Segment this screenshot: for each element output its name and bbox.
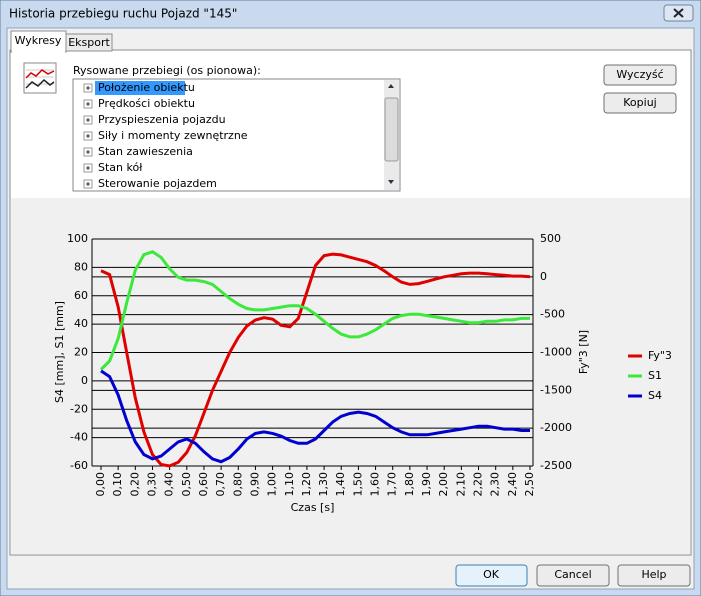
x-tick-label: 1,40	[334, 472, 347, 497]
tree-view	[72, 78, 401, 192]
tab-label: Wykresy	[15, 34, 62, 47]
button-label: Help	[641, 568, 666, 581]
x-tick-label: 1,10	[283, 472, 296, 497]
tree-item: Przyspieszenia pojazdu	[98, 113, 226, 126]
x-tick-label: 1,60	[369, 472, 382, 497]
tree-item: Położenie obiektu	[98, 81, 195, 94]
y2-tick-label: -500	[540, 308, 565, 321]
y2-tick-label: 0	[540, 270, 547, 283]
y2-tick-label: -1000	[540, 346, 572, 359]
y-tick-label: 0	[81, 374, 88, 387]
x-tick-label: 1,20	[300, 472, 313, 497]
button[interactable]	[603, 92, 677, 114]
tab-label: Eksport	[68, 36, 110, 49]
chart: -60 -40 -20 0 20 40 60 80 100 -2500 -2000 -1500 -100…	[53, 232, 672, 514]
x-tick-label: 0,80	[231, 472, 244, 497]
y2-tick-label: -2000	[540, 421, 572, 434]
close-icon	[673, 8, 684, 18]
x-tick-label: 1,00	[266, 472, 279, 497]
y-tick-label: 20	[74, 346, 88, 359]
x-tick-label: 1,70	[386, 472, 399, 497]
x-tick-label: 1,30	[317, 472, 330, 497]
y-tick-label: 100	[67, 232, 88, 245]
tree-item: Sterowanie pojazdem	[98, 177, 217, 190]
y-tick-label: 80	[74, 260, 88, 273]
x-tick-label: 1,80	[403, 472, 416, 497]
expander-plus	[86, 182, 90, 186]
legend-label: S1	[648, 369, 662, 382]
button-label: Cancel	[554, 568, 591, 581]
y-axis-title: S4 [mm], S1 [mm]	[53, 301, 66, 403]
expander-plus	[86, 102, 90, 106]
scrollbar	[384, 80, 399, 190]
x-tick-label: 0,30	[145, 472, 158, 497]
button-label: Wyczyść	[616, 68, 663, 81]
legend-label: Fy"3	[648, 349, 672, 362]
y2-axis-title: Fy"3 [N]	[577, 330, 590, 374]
x-tick-label: 0,60	[197, 472, 210, 497]
series-line	[100, 369, 530, 464]
button[interactable]	[455, 564, 528, 587]
button[interactable]	[617, 564, 691, 587]
x-tick-label: 0,40	[163, 472, 176, 497]
tree-items: Położenie obiektu Prędkości obiektu Przysp…	[83, 81, 248, 190]
x-tick-label: 0,50	[180, 472, 193, 497]
tree-item: Siły i momenty zewnętrzne	[98, 129, 248, 142]
x-tick-label: 1,90	[420, 472, 433, 497]
expander-plus	[86, 134, 90, 138]
series-line	[99, 250, 530, 371]
expander-plus	[86, 166, 90, 170]
list-label: Rysowane przebiegi (os pionowa):	[73, 64, 261, 77]
tree-item: Prędkości obiektu	[98, 97, 195, 110]
y2-tick-label: -1500	[540, 383, 572, 396]
x-tick-label: 2,30	[489, 472, 502, 497]
expander-plus	[86, 150, 90, 154]
series-line	[100, 252, 531, 468]
button[interactable]	[536, 564, 610, 587]
y2-tick-label: -2500	[540, 459, 572, 472]
x-tick-label: 2,10	[454, 472, 467, 497]
window-title: Historia przebiegu ruchu Pojazd "145"	[9, 7, 237, 21]
chart-icon	[23, 62, 57, 94]
expander-plus	[86, 118, 90, 122]
legend-label: S4	[648, 389, 662, 402]
x-tick-label: 2,20	[472, 472, 485, 497]
button-label: Kopiuj	[623, 96, 656, 109]
x-tick-label: 0,10	[111, 472, 124, 497]
x-tick-label: 1,50	[351, 472, 364, 497]
y2-tick-label: 500	[540, 232, 561, 245]
x-tick-label: 0,20	[128, 472, 141, 497]
selection	[95, 81, 185, 95]
expander-plus	[86, 86, 90, 90]
y-tick-label: -40	[70, 431, 88, 444]
chart-panel	[11, 198, 690, 554]
x-tick-label: 2,50	[523, 472, 536, 497]
x-axis-title: Czas [s]	[291, 501, 335, 514]
button[interactable]	[603, 64, 677, 86]
tab-join	[12, 50, 65, 53]
x-tick-label: 0,00	[94, 472, 107, 497]
y-tick-label: 60	[74, 289, 88, 302]
x-tick-label: 0,90	[248, 472, 261, 497]
x-tick-label: 0,70	[214, 472, 227, 497]
tree-item: Stan zawieszenia	[98, 145, 193, 158]
x-tick-label: 2,40	[506, 472, 519, 497]
y-tick-label: 40	[74, 317, 88, 330]
x-tick-label: 2,00	[437, 472, 450, 497]
y-tick-label: -60	[70, 459, 88, 472]
tree-item: Stan kół	[98, 161, 143, 174]
button-label: OK	[483, 568, 500, 581]
y-tick-label: -20	[70, 402, 88, 415]
